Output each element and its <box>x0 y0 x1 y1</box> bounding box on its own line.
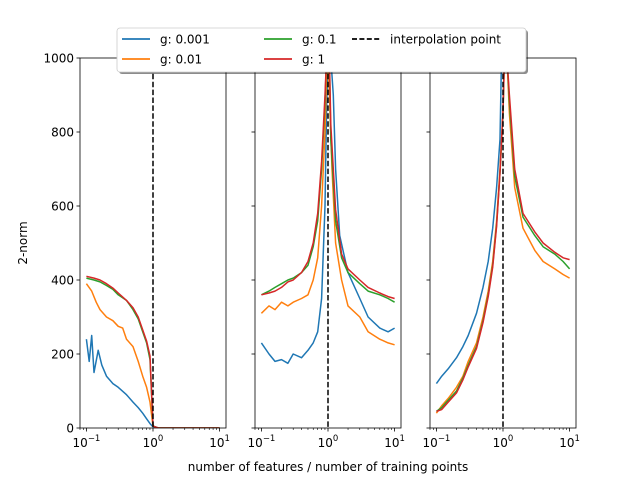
y-tick-label: 0 <box>66 421 74 435</box>
series-line-g1 <box>86 275 220 428</box>
series-line-g1 <box>436 58 570 413</box>
series-line-g0001 <box>260 58 395 365</box>
panel-1: 10−1 100 101 0 200 400 600 800 1000 <box>43 51 229 450</box>
x-axis-label: number of features / number of training … <box>188 460 468 474</box>
x-tick-label: 100 <box>493 434 514 450</box>
y-tick-label: 400 <box>51 273 74 287</box>
x-tick-label: 10−1 <box>423 434 451 450</box>
x-tick-label: 101 <box>559 434 580 450</box>
legend-label: g: 1 <box>302 53 325 67</box>
legend-label: g: 0.01 <box>160 53 202 67</box>
series-line-g001 <box>85 283 220 428</box>
y-axis-label: 2-norm <box>16 221 30 264</box>
x-tick-label: 10−1 <box>248 434 276 450</box>
x-tick-label: 100 <box>318 434 339 450</box>
series-line-g0001 <box>435 58 503 385</box>
panel-3: 10−1 100 101 <box>423 57 580 450</box>
panel-1-lines <box>85 275 220 428</box>
series-line-g0001 <box>85 334 220 428</box>
x-tick-label: 101 <box>384 434 405 450</box>
legend-box <box>116 27 527 73</box>
legend-label: g: 0.1 <box>302 33 337 47</box>
y-tick-label: 600 <box>51 199 74 213</box>
y-tick-label: 1000 <box>43 51 74 65</box>
x-tick-label: 100 <box>143 434 164 450</box>
legend-label: g: 0.001 <box>160 33 210 47</box>
x-tick-label: 10−1 <box>73 434 101 450</box>
series-line-g1 <box>261 58 395 300</box>
y-tick-label: 200 <box>51 347 74 361</box>
panel-3-lines <box>435 58 571 414</box>
legend-label: interpolation point <box>390 33 501 47</box>
legend: g: 0.001 g: 0.01 g: 0.1 g: 1 interpolation p… <box>116 27 528 74</box>
x-tick-label: 101 <box>209 434 230 450</box>
y-tick-label: 800 <box>51 125 74 139</box>
series-line-g001 <box>260 58 395 346</box>
panel-2-lines <box>260 58 395 365</box>
